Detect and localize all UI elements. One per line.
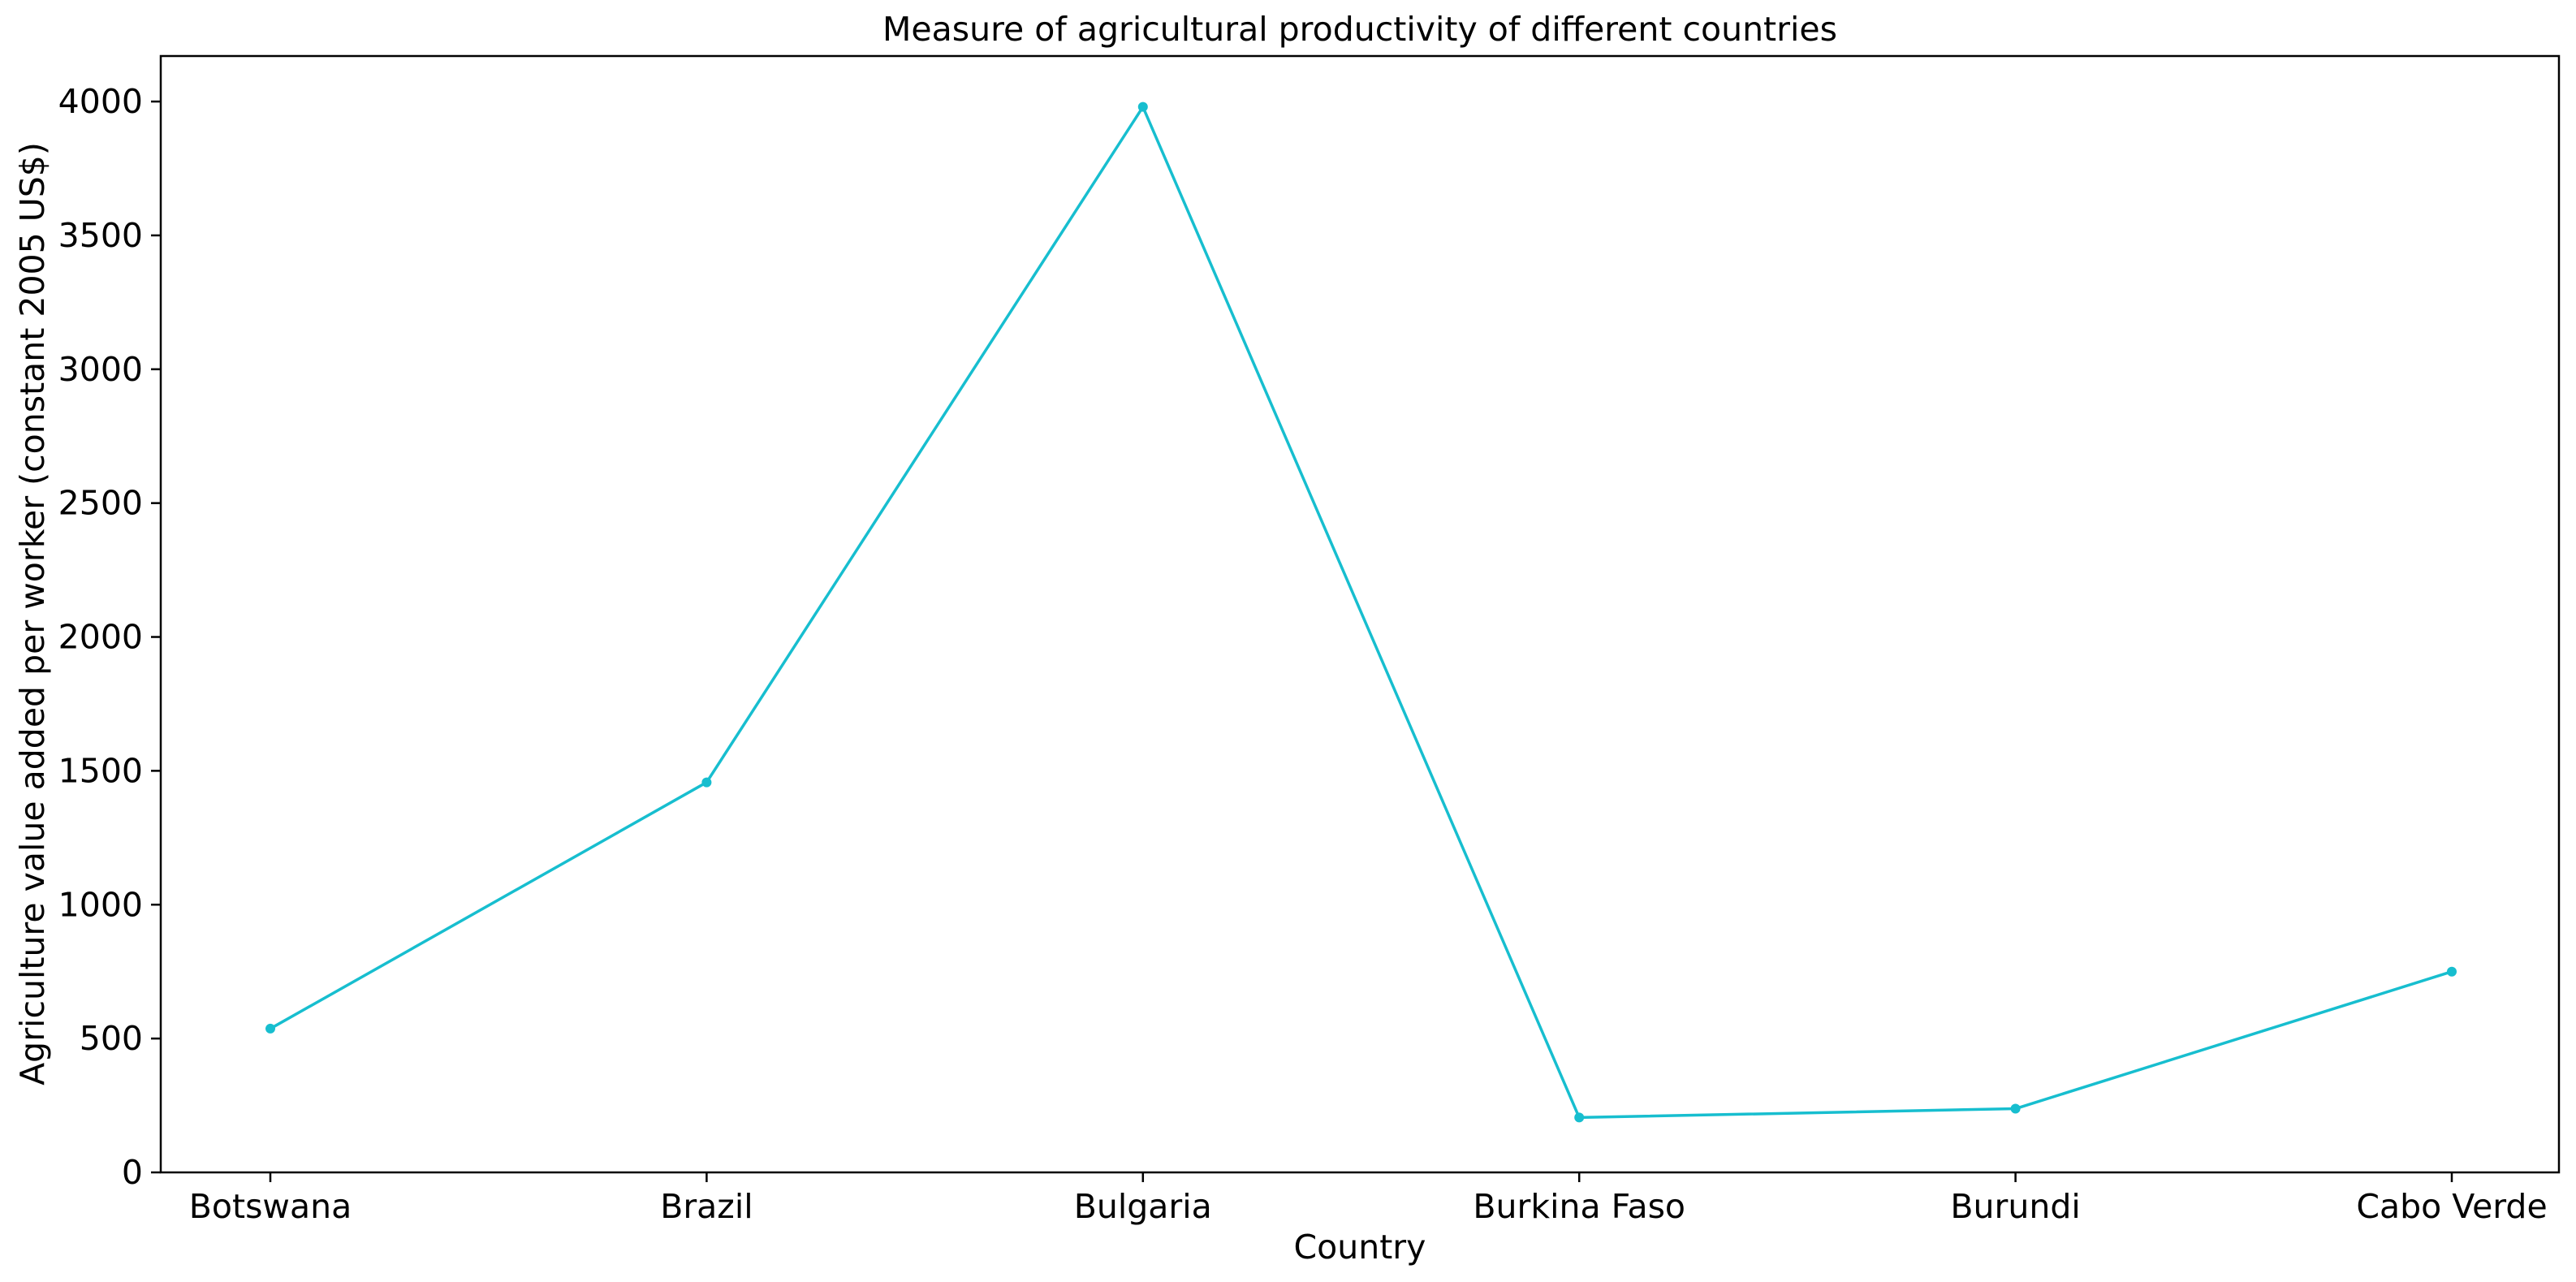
x-axis-label: Country [1294, 1228, 1426, 1267]
data-point [2447, 966, 2457, 977]
data-point [265, 1023, 275, 1034]
y-tick-label: 2500 [58, 484, 143, 523]
plot-frame [159, 54, 2561, 1174]
plot-series [265, 101, 2457, 1123]
y-tick-label: 500 [80, 1019, 143, 1058]
x-tick-label: Bulgaria [1074, 1187, 1212, 1226]
data-point [2010, 1103, 2021, 1114]
y-tick-label: 4000 [58, 82, 143, 121]
chart-title: Measure of agricultural productivity of … [882, 10, 1837, 49]
x-tick-label: Botswana [189, 1187, 352, 1226]
x-tick-label: Burkina Faso [1473, 1187, 1685, 1226]
data-point [1574, 1112, 1585, 1123]
y-tick-label: 1500 [58, 751, 143, 790]
y-tick-label: 0 [122, 1153, 143, 1192]
y-tick-label: 1000 [58, 885, 143, 924]
x-tick-label: Burundi [1950, 1187, 2080, 1226]
series-line [270, 105, 2453, 1120]
data-point [1137, 101, 1148, 112]
x-axis-ticks: Botswana Brazil Bulgaria Burkina Faso Burund… [189, 1172, 2548, 1226]
y-tick-label: 2000 [58, 618, 143, 657]
y-tick-label: 3000 [58, 350, 143, 389]
y-axis-label: Agriculture value added per worker (cons… [13, 142, 52, 1086]
y-tick-label: 3500 [58, 216, 143, 255]
x-tick-label: Cabo Verde [2356, 1187, 2547, 1226]
y-axis-ticks: 0 500 1000 1500 2000 2500 3000 3500 4000 [58, 82, 161, 1192]
x-tick-label: Brazil [660, 1187, 753, 1226]
data-point [701, 777, 712, 788]
